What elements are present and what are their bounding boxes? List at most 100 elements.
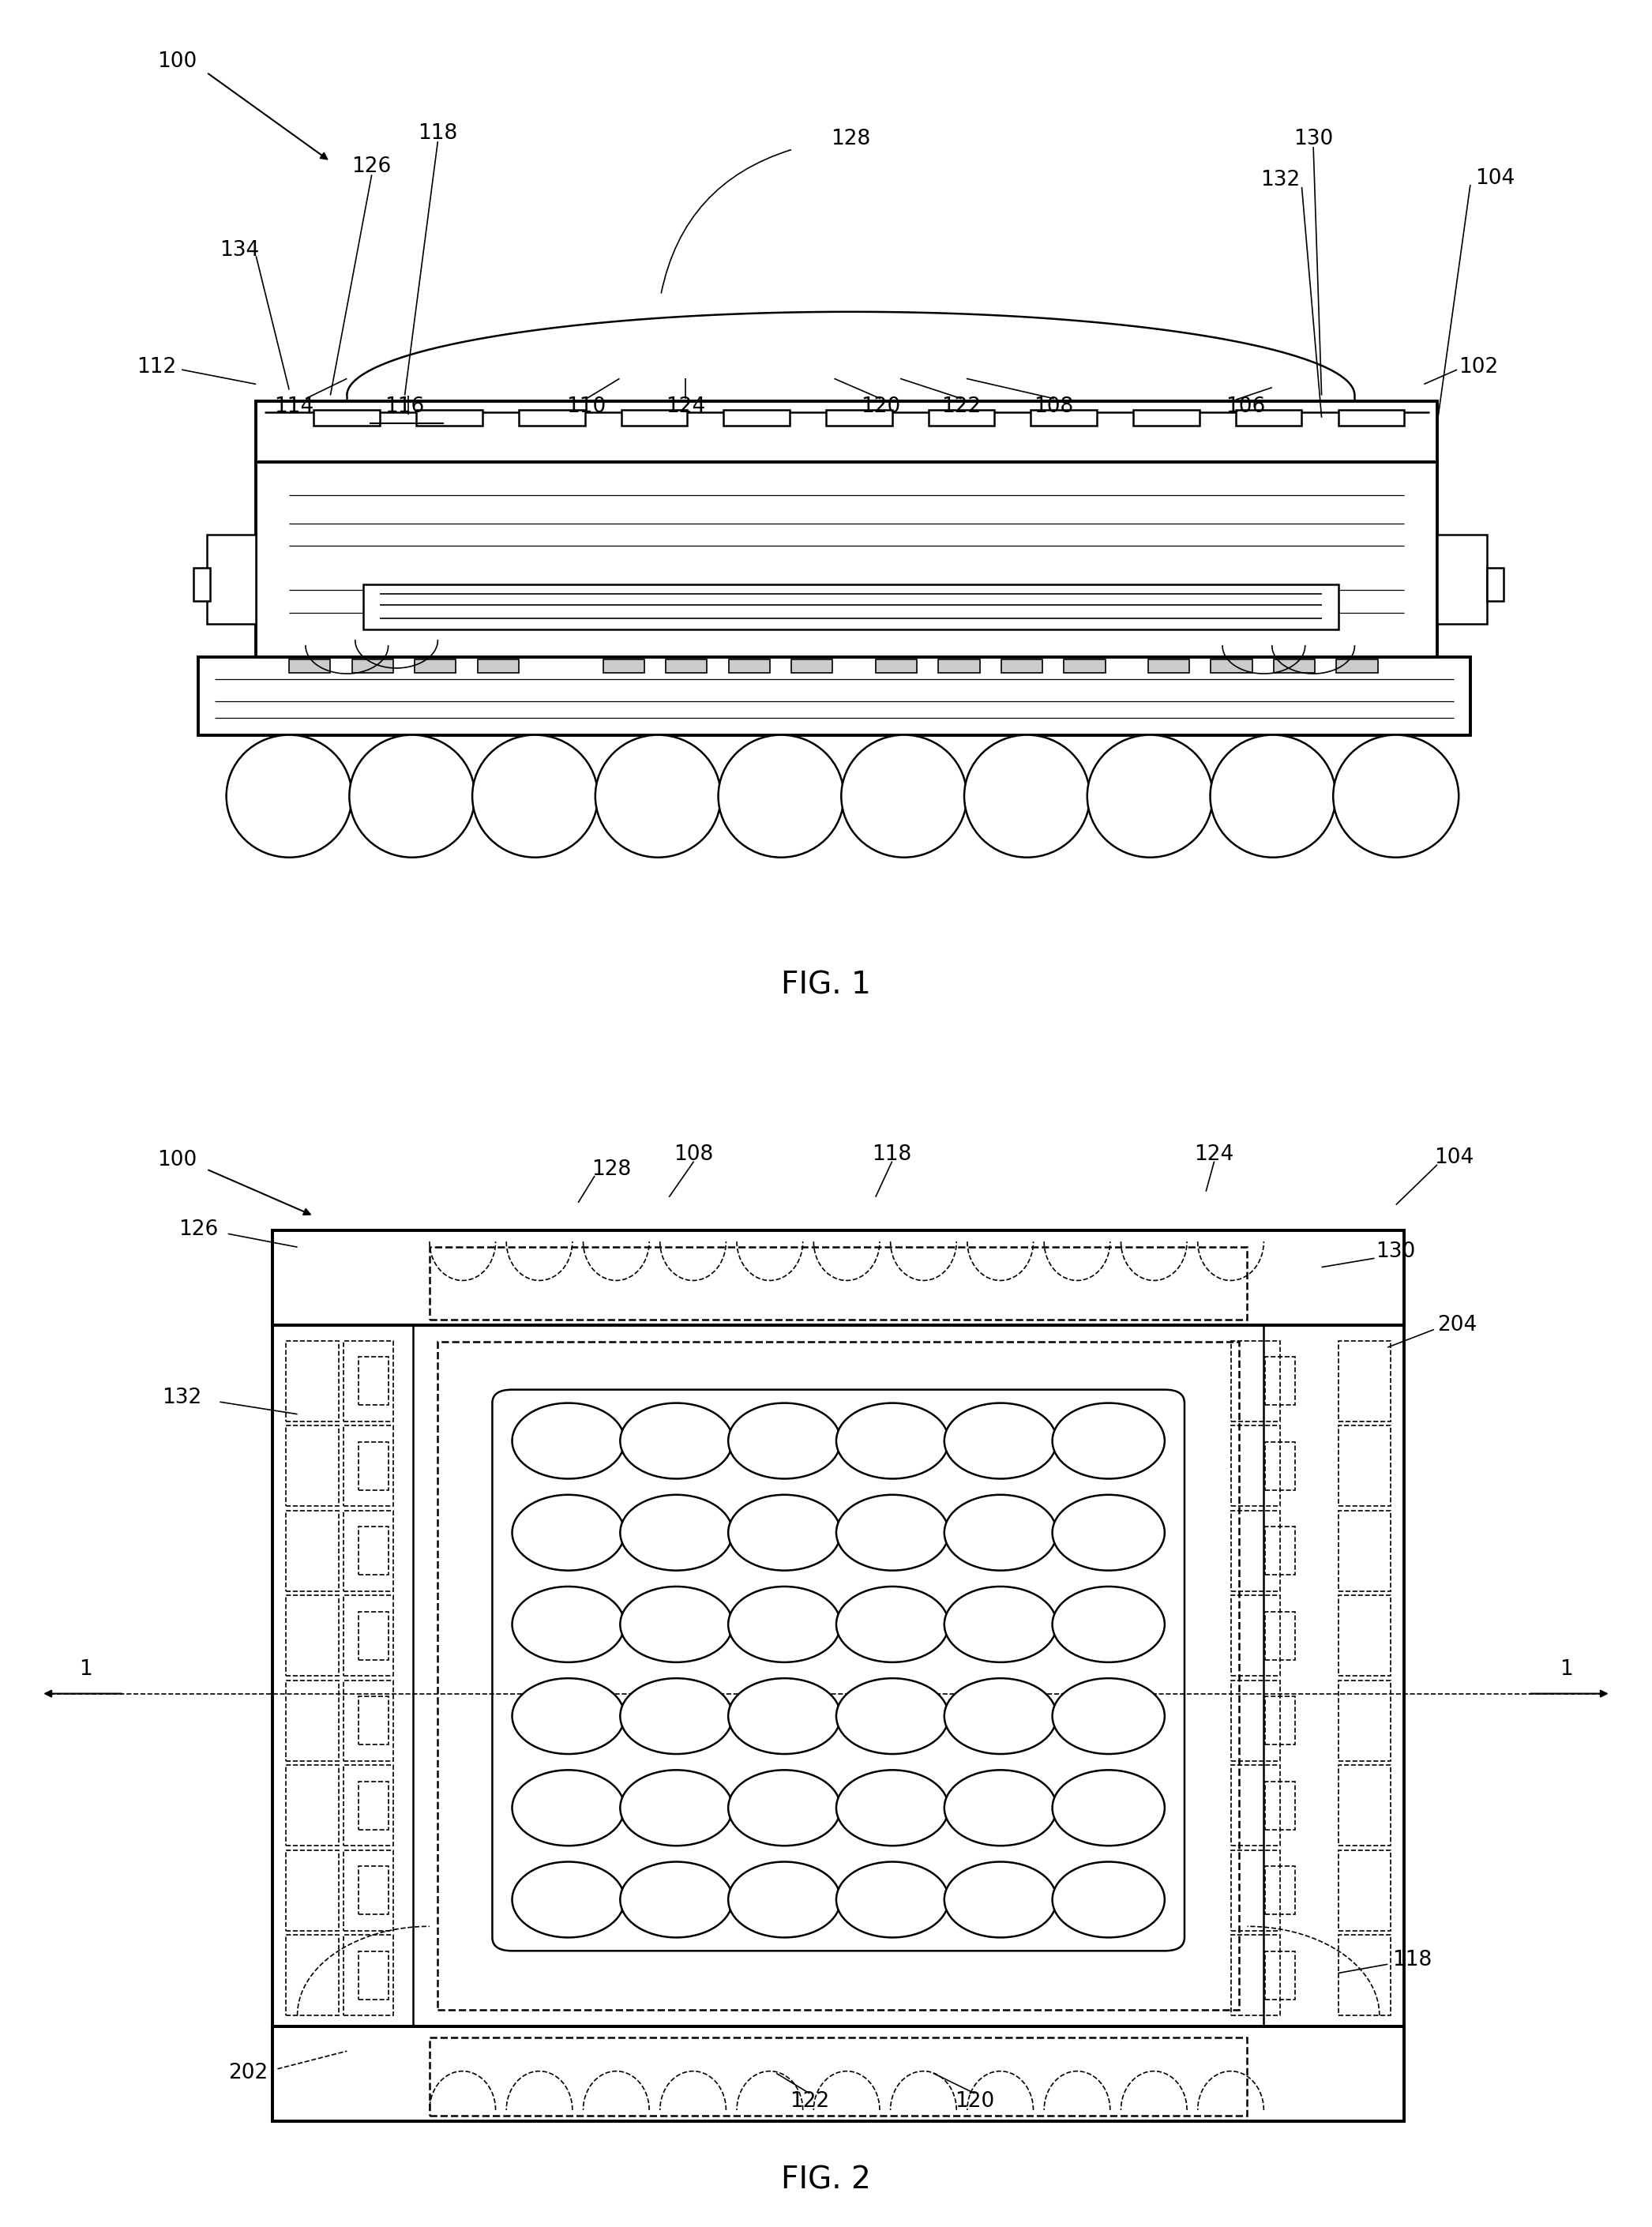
Ellipse shape [729, 1586, 841, 1661]
Ellipse shape [512, 1586, 624, 1661]
Bar [1338, 1679, 1391, 1762]
Ellipse shape [1087, 735, 1213, 857]
Bar [938, 659, 980, 673]
Ellipse shape [729, 1770, 841, 1846]
Ellipse shape [512, 1770, 624, 1846]
Bar [1338, 1851, 1391, 1931]
Ellipse shape [512, 1403, 624, 1479]
Bar [344, 1679, 393, 1762]
Ellipse shape [729, 1679, 841, 1755]
Bar [1338, 1425, 1391, 1505]
Text: 1: 1 [1559, 1659, 1573, 1679]
Ellipse shape [1052, 1494, 1165, 1570]
Bar [876, 659, 917, 673]
Bar [286, 1851, 339, 1931]
Bar [286, 1935, 339, 2015]
Text: 102: 102 [1459, 356, 1498, 379]
Ellipse shape [1333, 735, 1459, 857]
Ellipse shape [512, 1494, 624, 1570]
Bar [344, 1425, 393, 1505]
Ellipse shape [1052, 1770, 1165, 1846]
Ellipse shape [836, 1586, 948, 1661]
Bar [344, 1341, 393, 1421]
Bar [416, 410, 482, 425]
Text: 118: 118 [872, 1145, 912, 1165]
Ellipse shape [945, 1586, 1057, 1661]
Bar [358, 1866, 388, 1915]
Ellipse shape [836, 1403, 948, 1479]
Bar [1031, 410, 1097, 425]
Bar [1338, 1341, 1391, 1421]
Bar [1231, 1766, 1280, 1846]
Text: 100: 100 [157, 1149, 197, 1171]
Ellipse shape [945, 1494, 1057, 1570]
Text: 108: 108 [674, 1145, 714, 1165]
Bar [344, 1766, 393, 1846]
Bar [438, 1341, 1239, 2009]
Text: FIG. 2: FIG. 2 [781, 2165, 871, 2196]
Text: 134: 134 [220, 241, 259, 261]
Bar [358, 1782, 388, 1831]
Bar [1265, 1525, 1295, 1574]
Bar [1487, 568, 1503, 601]
Text: 104: 104 [1434, 1147, 1474, 1169]
Bar [1231, 1341, 1280, 1421]
Text: 120: 120 [955, 2091, 995, 2111]
Bar [415, 659, 456, 673]
Ellipse shape [945, 1770, 1057, 1846]
Bar [352, 659, 393, 673]
Bar [1265, 1782, 1295, 1831]
Ellipse shape [472, 735, 598, 857]
Bar [1274, 659, 1315, 673]
Text: 118: 118 [1393, 1949, 1432, 1971]
Text: 204: 204 [1437, 1314, 1477, 1336]
Ellipse shape [620, 1862, 732, 1937]
Bar [314, 410, 380, 425]
Text: 128: 128 [591, 1158, 631, 1180]
Bar [1231, 1510, 1280, 1590]
Ellipse shape [620, 1770, 732, 1846]
Bar [1338, 1766, 1391, 1846]
Ellipse shape [945, 1679, 1057, 1755]
Ellipse shape [1052, 1403, 1165, 1479]
Bar [621, 410, 687, 425]
Text: 112: 112 [137, 356, 177, 379]
Bar [1148, 659, 1189, 673]
Bar [256, 463, 1437, 657]
Text: 110: 110 [567, 396, 606, 416]
Text: 106: 106 [1226, 396, 1265, 416]
Text: 124: 124 [666, 396, 705, 416]
Bar [273, 2027, 1404, 2120]
Ellipse shape [1052, 1862, 1165, 1937]
Ellipse shape [1052, 1586, 1165, 1661]
Bar [286, 1425, 339, 1505]
Bar [358, 1525, 388, 1574]
Ellipse shape [965, 735, 1090, 857]
Bar [1001, 659, 1042, 673]
Bar [344, 1935, 393, 2015]
Text: 132: 132 [1260, 169, 1300, 192]
Bar [1265, 1356, 1295, 1405]
Bar [358, 1612, 388, 1659]
Bar [1265, 1612, 1295, 1659]
Bar [363, 583, 1338, 628]
Bar [1231, 1425, 1280, 1505]
Ellipse shape [512, 1679, 624, 1755]
Bar [1211, 659, 1252, 673]
Bar [344, 1510, 393, 1590]
Text: 126: 126 [352, 156, 392, 178]
Bar [358, 1951, 388, 2000]
Bar [1265, 1441, 1295, 1490]
Bar [256, 401, 1437, 463]
Bar [1133, 410, 1199, 425]
Bar [1338, 1510, 1391, 1590]
Ellipse shape [595, 735, 720, 857]
Bar [724, 410, 790, 425]
Bar [928, 410, 995, 425]
Ellipse shape [349, 735, 474, 857]
Ellipse shape [945, 1862, 1057, 1937]
Ellipse shape [719, 735, 844, 857]
Bar [358, 1356, 388, 1405]
Ellipse shape [945, 1403, 1057, 1479]
Bar [1338, 1935, 1391, 2015]
